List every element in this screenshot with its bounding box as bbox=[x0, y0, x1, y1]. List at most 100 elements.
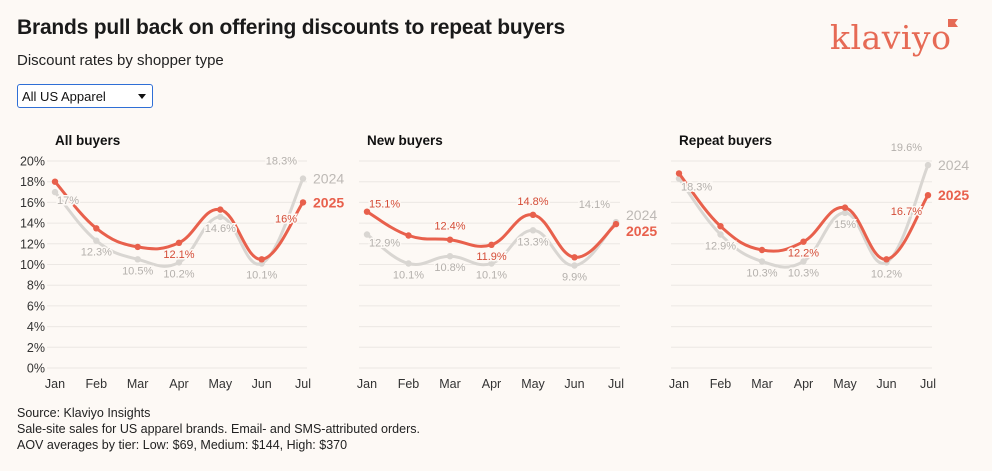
x-tick-label: Apr bbox=[169, 377, 188, 391]
data-label-2024: 10.1% bbox=[476, 269, 507, 281]
data-label-2024: 19.6% bbox=[891, 142, 922, 154]
data-point-2025 bbox=[758, 246, 766, 254]
data-label-2025: 11.9% bbox=[476, 251, 507, 263]
x-tick-label: Apr bbox=[794, 377, 813, 391]
x-tick-label: Feb bbox=[86, 377, 108, 391]
segment-dropdown[interactable]: All US Apparel bbox=[17, 84, 153, 108]
data-point-2024 bbox=[51, 188, 59, 196]
data-label-2024: 12.9% bbox=[705, 240, 736, 252]
data-point-2025 bbox=[217, 206, 224, 213]
x-tick-label: Jan bbox=[45, 377, 65, 391]
data-label-2024: 12.3% bbox=[81, 247, 112, 259]
y-tick-label: 16% bbox=[20, 196, 45, 210]
data-label-2024: 14.6% bbox=[205, 223, 236, 235]
data-point-2024 bbox=[93, 237, 100, 244]
data-label-2024: 14.1% bbox=[579, 199, 610, 211]
x-tick-label: Mar bbox=[127, 377, 149, 391]
data-point-2025 bbox=[883, 256, 890, 263]
y-tick-label: 6% bbox=[27, 299, 45, 313]
data-point-2024 bbox=[175, 259, 183, 266]
data-label-2024: 13.3% bbox=[517, 236, 548, 248]
data-point-2025 bbox=[134, 243, 141, 251]
x-tick-label: May bbox=[521, 377, 545, 391]
data-point-2025 bbox=[675, 170, 683, 177]
data-label-2024: 12.9% bbox=[369, 237, 400, 249]
chart-panel-2: New buyers Jan Feb Mar Apr May Jun Jul 12.9% 10.1… bbox=[357, 133, 657, 391]
series-name-2024: 2024 bbox=[626, 207, 657, 223]
chart-panel-3: Repeat buyers Jan Feb Mar Apr May Jun Jul 18.3% 1… bbox=[669, 133, 969, 391]
data-point-2024 bbox=[299, 175, 307, 182]
x-tick-label: Mar bbox=[751, 377, 773, 391]
data-label-2025: 12.4% bbox=[434, 221, 465, 233]
data-label-2024: 15% bbox=[834, 219, 856, 231]
data-point-2025 bbox=[571, 254, 578, 261]
x-tick-label: Jan bbox=[669, 377, 689, 391]
data-point-2025 bbox=[529, 211, 537, 218]
page-subtitle: Discount rates by shopper type bbox=[17, 52, 224, 69]
data-label-2024: 10.2% bbox=[163, 268, 194, 280]
series-name-2025: 2025 bbox=[313, 194, 344, 210]
data-point-2024 bbox=[529, 227, 537, 234]
data-label-2024: 10.3% bbox=[788, 267, 819, 279]
x-tick-label: Feb bbox=[398, 377, 420, 391]
source-note: Source: Klaviyo Insights bbox=[17, 406, 151, 420]
data-point-2024 bbox=[758, 258, 766, 265]
series-name-2024: 2024 bbox=[938, 157, 969, 173]
data-point-2024 bbox=[841, 209, 849, 216]
x-tick-label: Jun bbox=[564, 377, 584, 391]
x-tick-label: Feb bbox=[710, 377, 732, 391]
x-tick-label: May bbox=[209, 377, 233, 391]
x-tick-label: Jul bbox=[920, 377, 936, 391]
data-point-2025 bbox=[446, 236, 454, 243]
x-tick-label: Jan bbox=[357, 377, 377, 391]
segment-dropdown-value: All US Apparel bbox=[22, 89, 106, 104]
data-point-2025 bbox=[363, 208, 371, 215]
x-tick-label: Mar bbox=[439, 377, 461, 391]
data-point-2025 bbox=[299, 199, 307, 206]
data-label-2024: 10.2% bbox=[871, 268, 902, 280]
y-tick-label: 2% bbox=[27, 341, 45, 355]
y-tick-label: 20% bbox=[20, 155, 45, 169]
series-name-2025: 2025 bbox=[626, 223, 657, 239]
data-label-2024: 18.3% bbox=[681, 182, 712, 194]
data-point-2025 bbox=[841, 204, 849, 211]
data-point-2024 bbox=[217, 213, 224, 221]
x-tick-label: Jul bbox=[608, 377, 624, 391]
data-point-2024 bbox=[405, 260, 412, 267]
data-label-2024: 10.5% bbox=[122, 265, 153, 277]
x-tick-label: Apr bbox=[482, 377, 501, 391]
data-point-2024 bbox=[446, 253, 454, 260]
y-tick-label: 10% bbox=[20, 258, 45, 272]
data-label-2025: 16% bbox=[275, 213, 297, 225]
data-label-2025: 16.7% bbox=[891, 206, 922, 218]
data-label-2024: 10.8% bbox=[434, 262, 465, 274]
chart-footer: Source: Klaviyo Insights Sale-site sales… bbox=[17, 405, 420, 453]
data-point-2024 bbox=[488, 260, 495, 267]
data-label-2024: 10.3% bbox=[746, 267, 777, 279]
data-label-2024: 10.1% bbox=[246, 269, 277, 281]
page-title: Brands pull back on offering discounts t… bbox=[17, 16, 565, 39]
data-point-2025 bbox=[488, 241, 495, 248]
logo-flag-icon bbox=[948, 19, 958, 27]
data-point-2025 bbox=[405, 232, 412, 239]
y-tick-label: 0% bbox=[27, 362, 45, 376]
chevron-down-icon bbox=[138, 94, 146, 99]
data-point-2024 bbox=[924, 161, 932, 169]
series-name-2024: 2024 bbox=[313, 171, 344, 187]
data-point-2024 bbox=[571, 262, 578, 269]
data-label-2025: 12.2% bbox=[788, 248, 819, 260]
chart-title: New buyers bbox=[367, 133, 443, 148]
data-point-2025 bbox=[612, 220, 620, 228]
data-label-2025: 12.1% bbox=[163, 249, 194, 261]
data-point-2024 bbox=[800, 258, 807, 265]
y-tick-label: 14% bbox=[20, 217, 45, 231]
x-tick-label: Jun bbox=[876, 377, 896, 391]
data-label-2025: 15.1% bbox=[369, 199, 400, 211]
data-point-2025 bbox=[717, 223, 724, 230]
data-point-2024 bbox=[363, 231, 371, 238]
chart-title: All buyers bbox=[55, 133, 120, 148]
data-point-2025 bbox=[258, 256, 265, 263]
data-label-2024: 17% bbox=[57, 195, 79, 207]
y-tick-label: 4% bbox=[27, 320, 45, 334]
